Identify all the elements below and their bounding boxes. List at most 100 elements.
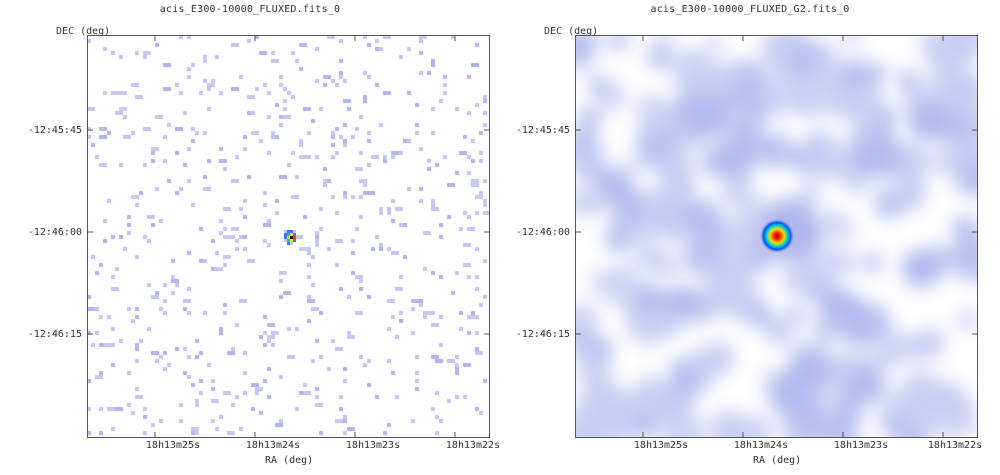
heatmap-cell: [411, 299, 419, 303]
heatmap-cell: [339, 395, 343, 399]
heatmap-cell: [87, 295, 91, 299]
heatmap-cell: [367, 359, 371, 363]
right-panel-title: acis_E300-10000_FLUXED_G2.fits_0: [650, 4, 850, 15]
heatmap-cell: [143, 163, 147, 167]
heatmap-cell: [379, 211, 383, 215]
heatmap-cell: [443, 83, 447, 87]
heatmap-cell: [271, 331, 279, 335]
heatmap-cell: [471, 183, 479, 187]
heatmap-cell: [307, 131, 311, 135]
heatmap-cell: [323, 183, 327, 187]
left-image-plot[interactable]: [87, 35, 490, 438]
heatmap-blob: [706, 256, 743, 293]
heatmap-cell: [267, 91, 271, 95]
heatmap-cell: [151, 151, 155, 155]
heatmap-cell: [331, 195, 335, 199]
heatmap-cell: [363, 95, 367, 99]
heatmap-cell: [367, 163, 371, 167]
heatmap-cell: [315, 155, 319, 159]
heatmap-cell: [227, 235, 235, 239]
heatmap-cell: [439, 275, 443, 279]
heatmap-cell: [379, 123, 383, 127]
heatmap-cell: [143, 235, 147, 239]
heatmap-blob: [763, 35, 802, 65]
left-image-frame[interactable]: [87, 35, 490, 438]
heatmap-cell: [423, 231, 427, 235]
heatmap-cell: [135, 359, 139, 363]
heatmap-cell: [323, 83, 327, 87]
heatmap-cell: [471, 63, 479, 67]
heatmap-cell: [267, 219, 271, 223]
heatmap-cell: [419, 303, 423, 307]
heatmap-cell: [167, 123, 171, 127]
heatmap-cell: [475, 103, 479, 107]
heatmap-cell: [203, 311, 207, 315]
heatmap-cell: [267, 243, 271, 247]
heatmap-cell: [419, 51, 423, 55]
heatmap-blob: [895, 172, 926, 203]
heatmap-cell: [175, 127, 183, 131]
heatmap-cell: [367, 383, 371, 387]
heatmap-cell: [163, 87, 171, 91]
heatmap-cell: [363, 35, 367, 39]
heatmap-cell: [263, 83, 267, 87]
heatmap-cell: [243, 247, 247, 251]
heatmap-cell: [367, 191, 375, 195]
heatmap-cell: [395, 395, 399, 399]
heatmap-cell: [375, 83, 379, 87]
heatmap-cell: [279, 75, 283, 79]
heatmap-cell: [259, 51, 267, 55]
heatmap-blob: [762, 368, 784, 390]
heatmap-cell: [135, 203, 139, 207]
heatmap-cell: [415, 387, 419, 391]
heatmap-cell: [427, 167, 431, 171]
heatmap-cell: [431, 107, 435, 111]
heatmap-blob: [862, 252, 883, 273]
heatmap-cell: [471, 311, 475, 315]
right-image-plot[interactable]: [575, 35, 978, 438]
heatmap-cell: [419, 199, 423, 203]
heatmap-cell: [211, 267, 215, 271]
heatmap-cell: [467, 331, 471, 335]
heatmap-blob: [836, 253, 857, 275]
heatmap-cell: [483, 199, 487, 203]
heatmap-cell: [367, 75, 371, 79]
heatmap-cell: [175, 283, 179, 287]
heatmap-cell: [151, 351, 159, 355]
heatmap-cell: [155, 291, 159, 295]
heatmap-cell: [255, 87, 259, 91]
heatmap-blob: [919, 35, 967, 69]
heatmap-cell: [315, 79, 319, 83]
heatmap-cell: [419, 299, 423, 303]
heatmap-cell: [263, 223, 271, 227]
heatmap-cell: [179, 35, 183, 39]
heatmap-cell: [167, 179, 171, 183]
heatmap-cell: [343, 379, 347, 383]
heatmap-cell: [391, 199, 395, 203]
heatmap-cell: [339, 75, 343, 79]
heatmap-cell: [451, 291, 455, 295]
heatmap-cell: [443, 91, 447, 95]
heatmap-cell: [291, 51, 295, 55]
heatmap-cell: [315, 339, 319, 343]
heatmap-cell: [479, 191, 483, 195]
heatmap-cell: [191, 63, 195, 67]
heatmap-cell: [279, 175, 287, 179]
heatmap-cell: [99, 371, 103, 375]
heatmap-cell: [239, 75, 243, 79]
right-y-tick: -12:45:45: [515, 125, 570, 136]
heatmap-cell: [347, 295, 351, 299]
right-image-frame[interactable]: [575, 35, 978, 438]
heatmap-cell: [467, 227, 475, 231]
heatmap-blob: [575, 328, 589, 350]
heatmap-cell: [135, 51, 139, 55]
heatmap-cell: [267, 395, 271, 399]
heatmap-cell: [119, 107, 127, 111]
heatmap-cell: [223, 263, 227, 267]
heatmap-cell: [279, 83, 283, 87]
heatmap-cell: [131, 83, 139, 87]
heatmap-cell: [183, 371, 187, 375]
heatmap-cell: [99, 343, 103, 347]
heatmap-cell: [187, 35, 191, 39]
source-pixel: [284, 236, 287, 239]
